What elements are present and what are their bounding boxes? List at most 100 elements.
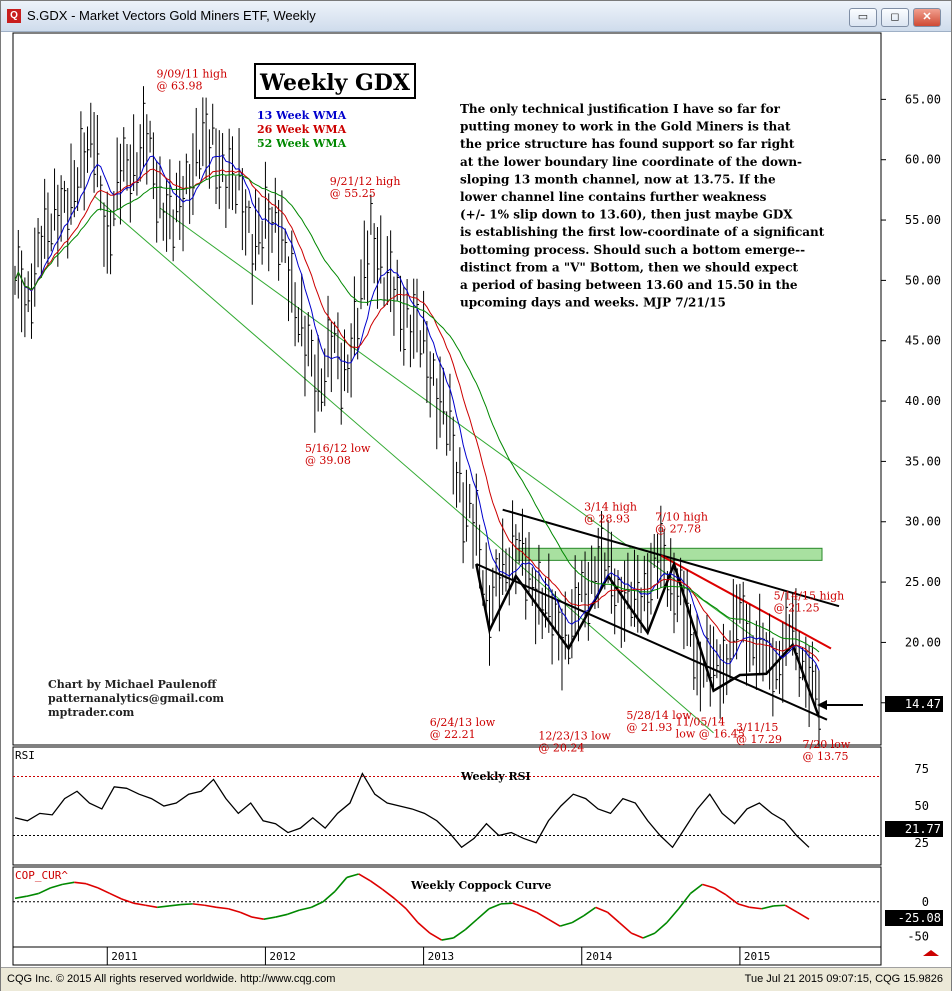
- commentary-line: The only technical justification I have …: [460, 102, 781, 116]
- coppock-segment: [275, 913, 288, 918]
- coppock-segment: [381, 888, 395, 899]
- coppock-segment: [713, 887, 727, 896]
- close-button[interactable]: ✕: [913, 8, 941, 27]
- price-tick-label: 40.00: [905, 394, 941, 408]
- last-coppock-tag: [885, 910, 943, 926]
- rsi-tick-label: 25: [915, 836, 929, 850]
- chart-canvas[interactable]: 9/09/11 high@ 63.98 9/21/12 high@ 55.25 5/…: [1, 31, 951, 967]
- annotation-label: 5/16/12 low: [305, 442, 371, 455]
- annotation-value: @ 17.29: [736, 733, 782, 746]
- annotation-value: @ 22.21: [430, 728, 476, 741]
- coppock-segment: [583, 906, 597, 917]
- coppock-segment: [690, 883, 703, 895]
- coppock-segment: [109, 892, 122, 900]
- coppock-title: Weekly Coppock Curve: [410, 879, 551, 892]
- rsi-tick-label: 50: [915, 799, 929, 813]
- annotation-value: @ 13.75: [803, 750, 849, 763]
- coppock-segment: [642, 932, 656, 939]
- annotation-label: 5/28/14 low: [626, 709, 692, 722]
- coppock-segment: [796, 911, 810, 920]
- commentary-line: the price structure has found support so…: [460, 137, 795, 151]
- legend-wma52: 52 Week WMA: [257, 137, 347, 150]
- window-title: S.GDX - Market Vectors Gold Miners ETF, …: [27, 8, 316, 23]
- chart-title: Weekly GDX: [259, 70, 411, 96]
- minimize-button[interactable]: ▭: [849, 8, 877, 27]
- coppock-segment: [204, 904, 217, 909]
- commentary-line: at the lower boundary line coordinate of…: [460, 155, 802, 169]
- coppock-segment: [476, 908, 490, 920]
- coppock-segment: [559, 921, 573, 927]
- restore-button[interactable]: ◻: [881, 8, 909, 27]
- annotation-value: @ 21.25: [774, 601, 820, 614]
- annotation-label: 3/14 high: [584, 501, 637, 514]
- coppock-segment: [725, 894, 739, 905]
- coppock-segment: [145, 904, 158, 909]
- coppock-segment: [536, 911, 549, 920]
- coppock-segment: [370, 880, 383, 890]
- coppock-segment: [322, 890, 336, 903]
- price-tick-label: 35.00: [905, 454, 941, 468]
- last-rsi-tag: [885, 821, 943, 837]
- annotation-label: 12/23/13 low: [538, 730, 611, 743]
- coppock-segment: [50, 883, 63, 889]
- status-timestamp: Tue Jul 21 2015 09:07:15, CQG 15.9826: [744, 973, 943, 985]
- coppock-segment: [38, 887, 51, 895]
- coppock-segment: [239, 911, 253, 918]
- annotation-value: @ 28.93: [584, 513, 630, 526]
- coppock-segment: [654, 922, 668, 934]
- year-label: 2013: [428, 950, 455, 963]
- coppock-segment: [287, 909, 300, 916]
- coppock-segment: [62, 881, 75, 886]
- chart-title-box: [254, 63, 416, 99]
- coppock-segment: [678, 892, 692, 910]
- rsi-title: Weekly RSI: [460, 770, 531, 783]
- coppock-segment: [74, 881, 87, 885]
- coppock-segment: [405, 908, 419, 924]
- coppock-segment: [417, 922, 431, 934]
- price-tick-label: 45.00: [905, 334, 941, 348]
- coppock-segment: [358, 873, 371, 882]
- coppock-segment: [346, 873, 359, 879]
- coppock-segment: [299, 906, 312, 911]
- coppock-segment: [702, 883, 715, 889]
- credit-author: Chart by Michael Paulenoff: [48, 678, 217, 691]
- year-label: 2011: [111, 950, 138, 963]
- coppock-segment: [595, 906, 608, 913]
- coppock-segment: [26, 892, 39, 897]
- coppock-segment: [441, 937, 454, 941]
- coppock-segment: [393, 897, 407, 910]
- price-tick-label: 55.00: [905, 213, 941, 227]
- rsi-panel[interactable]: [12, 746, 882, 866]
- coppock-label: COP_CUR^: [15, 869, 68, 882]
- price-tick-label: 50.00: [905, 273, 941, 287]
- coppock-segment: [773, 904, 786, 907]
- commentary-line: putting money to work in the Gold Miners…: [460, 120, 791, 134]
- annotation-label: 5/14/15 high: [774, 589, 845, 602]
- annotation-value: @ 55.25: [330, 187, 376, 200]
- last-rsi-label: 21.77: [905, 822, 941, 836]
- commentary-line: sloping 13 month channel, now at 13.75. …: [460, 172, 776, 186]
- commentary-line: (+/- 1% slip down to 13.60), then just m…: [460, 208, 793, 222]
- rsi-line: [14, 772, 810, 849]
- coppock-segment: [180, 903, 193, 906]
- coppock-segment: [14, 895, 27, 900]
- coppock-segment: [263, 916, 276, 920]
- coppock-segment: [761, 905, 774, 910]
- coppock-segment: [192, 903, 205, 907]
- status-bar: CQG Inc. © 2015 All rights reserved worl…: [1, 967, 951, 991]
- scroll-arrow-icon[interactable]: [923, 950, 939, 956]
- title-bar[interactable]: Q S.GDX - Market Vectors Gold Miners ETF…: [1, 1, 951, 32]
- rsi-tick-label: 75: [915, 762, 929, 776]
- annotation-value: low @ 16.45: [676, 727, 745, 740]
- coppock-segment: [464, 918, 478, 931]
- annotation-value: @ 63.98: [157, 80, 203, 93]
- commentary-line: upcoming days and weeks. MJP 7/21/15: [460, 296, 726, 310]
- rsi-layer: 75 50 25: [13, 762, 929, 850]
- coppock-segment: [547, 918, 561, 927]
- annotation-label: 7/20 low: [803, 738, 851, 751]
- coppock-segment: [310, 901, 324, 909]
- price-tick-label: 65.00: [905, 92, 941, 106]
- app-icon: Q: [7, 9, 21, 23]
- coppock-segment: [168, 903, 182, 907]
